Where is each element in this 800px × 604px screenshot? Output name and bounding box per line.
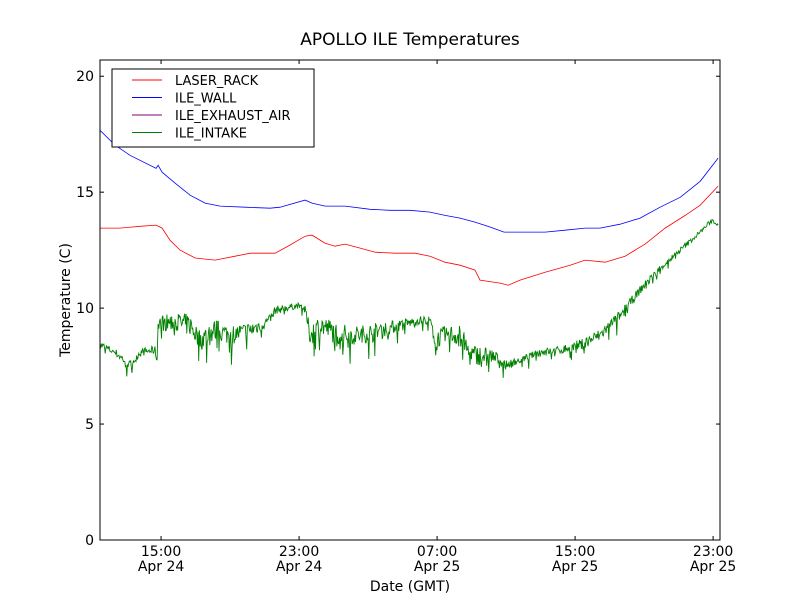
legend-label: ILE_WALL [175,92,237,107]
y-tick-label: 20 [76,69,94,85]
x-tick-label-time: 23:00 [279,544,319,560]
x-tick-label-date: Apr 25 [690,559,736,575]
legend-label: ILE_INTAKE [175,127,247,142]
series-line-ile-intake [99,218,719,378]
y-tick-label: 5 [85,417,94,433]
x-tick-label-date: Apr 25 [552,559,598,575]
x-tick-label-time: 15:00 [141,544,181,560]
plot-frame [99,59,721,541]
y-tick-label: 15 [76,185,94,201]
legend: LASER_RACK ILE_WALL ILE_EXHAUST_AIR ILE_INT… [111,68,315,148]
y-axis-label: Temperature (C) [58,243,74,358]
x-tick-label-date: Apr 24 [138,559,185,575]
x-tick-label-time: 23:00 [693,544,733,560]
chart-title: APOLLO ILE Temperatures [300,30,520,50]
x-tick-label-time: 15:00 [555,544,595,560]
y-tick-label: 0 [85,533,94,549]
x-tick-label-time: 07:00 [417,544,457,560]
x-axis-label: Date (GMT) [370,579,450,595]
legend-label: ILE_EXHAUST_AIR [175,109,291,124]
plot-lines [99,130,719,378]
legend-label: LASER_RACK [175,74,259,89]
series-line-laser-rack [100,185,719,286]
series-line-ile-wall [99,130,719,233]
legend-box [111,68,315,148]
x-tick-label-date: Apr 25 [414,559,460,575]
y-tick-label: 10 [76,301,94,317]
x-tick-label-date: Apr 24 [276,559,323,575]
